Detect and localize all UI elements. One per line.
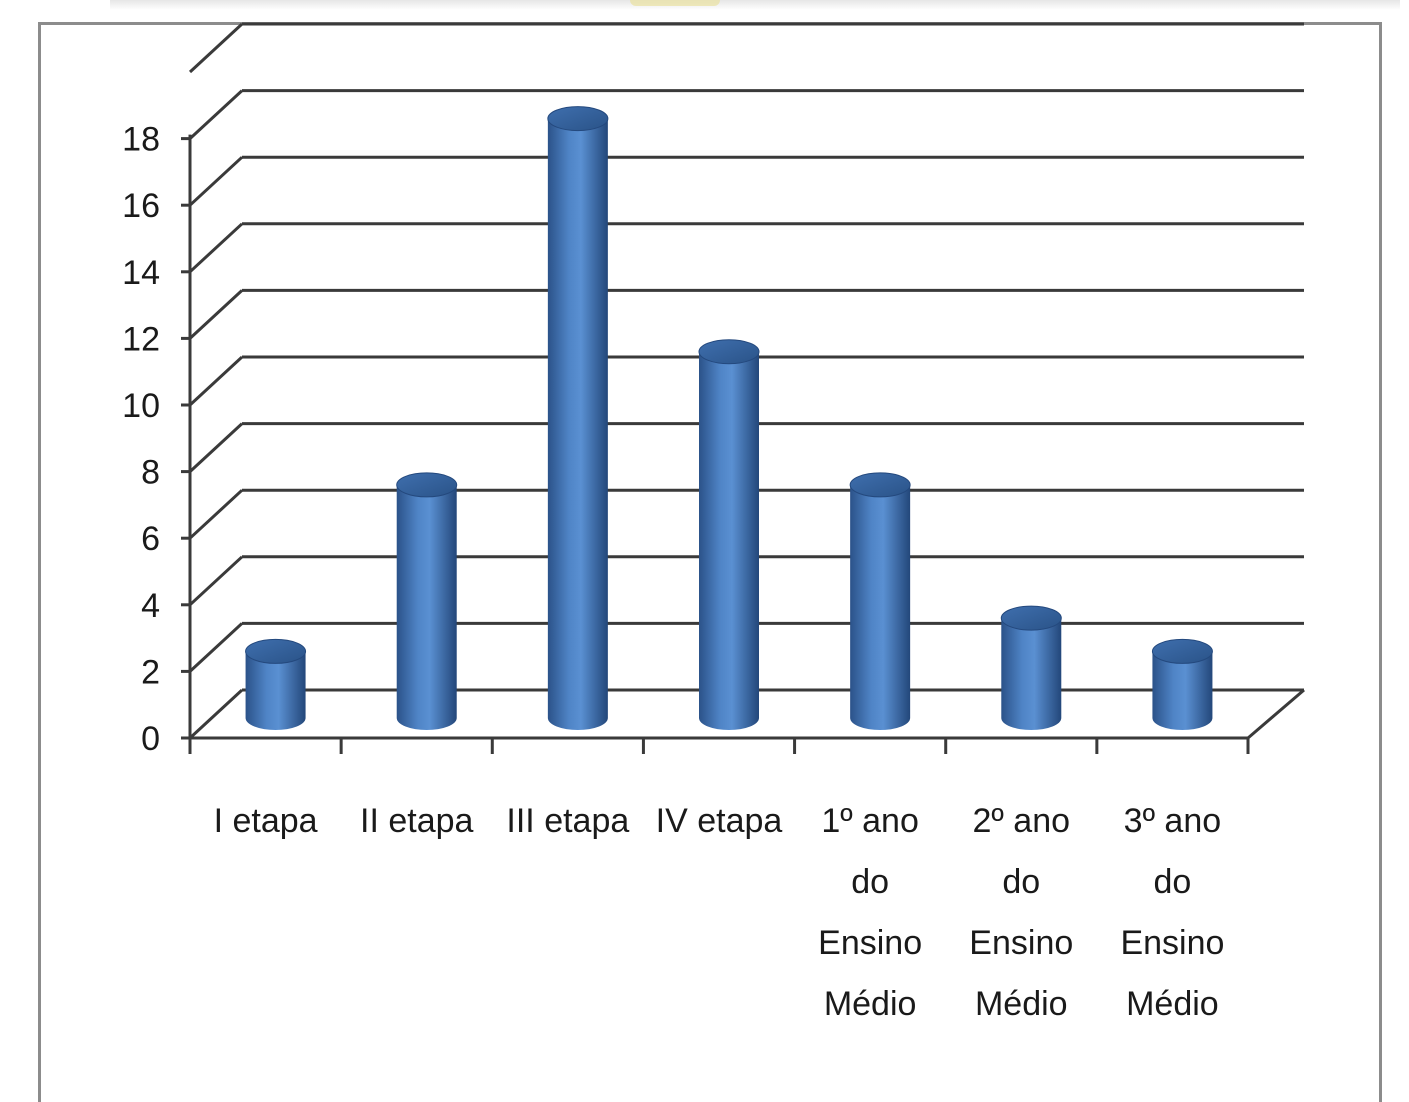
x-tick-label: III etapa <box>506 802 629 840</box>
bar-body <box>396 484 457 730</box>
x-tick-label: IV etapa <box>656 802 783 840</box>
x-tick-label: 2º ano do Ensino Médio <box>969 802 1073 1023</box>
y-tick-label: 8 <box>141 454 160 492</box>
bar <box>245 638 307 730</box>
y-tick-label: 14 <box>122 254 160 292</box>
y-tick-label: 10 <box>122 387 160 425</box>
bar <box>547 106 609 731</box>
y-tick-label: 6 <box>141 520 160 558</box>
gridline-depth <box>188 555 244 606</box>
floor-edge <box>1247 688 1305 740</box>
gridline-depth <box>188 89 244 140</box>
x-tick-label: 3º ano do Ensino Médio <box>1120 802 1224 1023</box>
y-tick-labels: 0 2 4 6 8 10 12 14 16 18 <box>122 121 160 758</box>
y-tick-label: 0 <box>141 720 160 758</box>
x-tick-label: 1º ano do Ensino Médio <box>818 802 922 1023</box>
gridline-depth <box>188 156 244 207</box>
y-tick-label: 2 <box>141 653 160 691</box>
bar-top <box>698 339 760 365</box>
gridline-depth <box>188 422 244 473</box>
gridline-depth <box>188 289 244 340</box>
bar-top <box>1151 638 1213 664</box>
gridlines <box>188 22 1305 740</box>
y-tick-label: 4 <box>141 587 160 625</box>
bar-body <box>245 651 306 730</box>
gridline-depth <box>188 355 244 407</box>
y-tick-label: 16 <box>122 187 160 225</box>
bar <box>396 472 458 730</box>
y-tick-label: 12 <box>122 320 160 358</box>
gridline-depth <box>188 222 244 273</box>
bars <box>245 106 1213 731</box>
bar-body <box>850 484 911 730</box>
bar-top <box>1000 605 1062 631</box>
bar <box>1151 638 1213 730</box>
top-accent-decoration <box>630 0 720 6</box>
bar-body <box>547 118 608 731</box>
bar-top <box>547 106 609 132</box>
x-tick-label: II etapa <box>360 802 474 840</box>
bar-body <box>699 351 759 730</box>
bar-top <box>849 472 911 498</box>
bar <box>698 339 760 730</box>
gridline-depth <box>188 622 244 673</box>
gridline-depth <box>188 688 244 740</box>
axes <box>181 134 1250 754</box>
gridline-depth <box>188 489 244 540</box>
y-tick-label: 18 <box>122 121 160 159</box>
bar <box>1000 605 1062 730</box>
bar <box>849 472 911 730</box>
x-tick-label: I etapa <box>214 802 318 840</box>
bar-body <box>1001 618 1062 730</box>
top-strip-decoration <box>110 0 1400 10</box>
gridline-depth <box>188 22 244 74</box>
bar-top <box>396 472 458 498</box>
bar-body <box>1152 651 1213 730</box>
x-tick-labels: I etapa II etapa III etapa IV etapa 1º ano do… <box>214 802 1225 1023</box>
bar-top <box>245 638 307 664</box>
